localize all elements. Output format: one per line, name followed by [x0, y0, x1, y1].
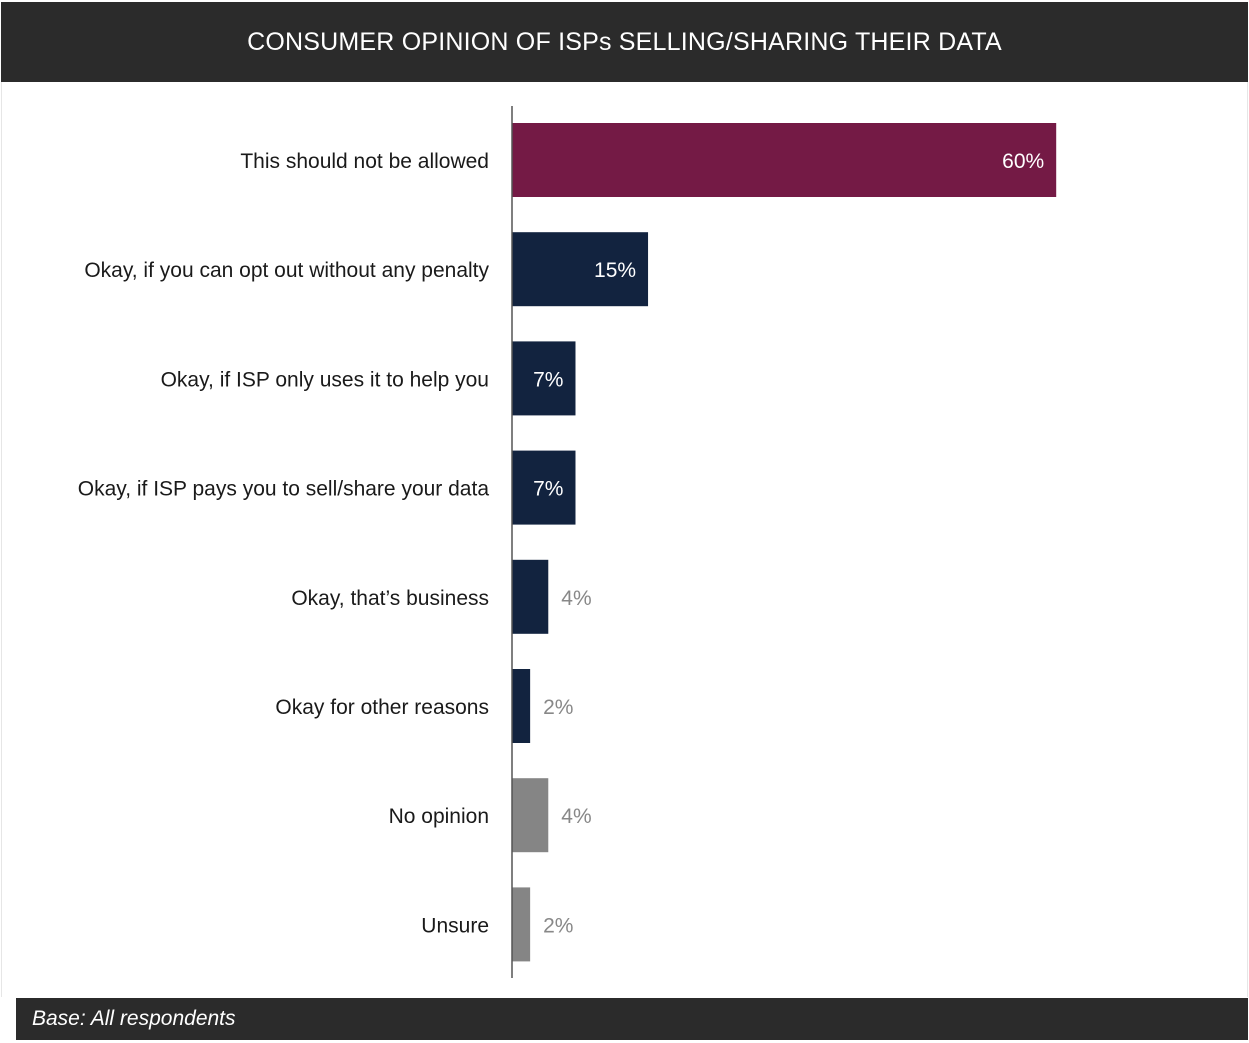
data-label: 60% — [1002, 150, 1044, 173]
category-label: Okay, that’s business — [291, 587, 489, 610]
bar — [512, 232, 649, 307]
bar — [512, 887, 531, 962]
base-note-banner: Base: All respondents — [16, 998, 1248, 1040]
bar — [512, 341, 576, 416]
category-label: Unsure — [421, 914, 489, 937]
data-label: 7% — [533, 478, 563, 501]
category-label: This should not be allowed — [240, 150, 489, 173]
bar-chart: This should not be allowed 60% Okay, if yo… — [78, 106, 1057, 978]
category-label: Okay for other reasons — [275, 696, 489, 719]
bar — [512, 123, 1057, 197]
chart-title-banner: CONSUMER OPINION OF ISPs SELLING/SHARING… — [1, 2, 1248, 82]
bar — [512, 778, 549, 853]
category-label: Okay, if ISP only uses it to help you — [161, 368, 489, 391]
category-label: No opinion — [389, 805, 489, 828]
base-note: Base: All respondents — [32, 1007, 236, 1030]
data-label: 2% — [543, 914, 573, 937]
data-label: 4% — [561, 805, 591, 828]
data-label: 15% — [594, 259, 636, 282]
chart-panel: This should not be allowed 60% Okay, if yo… — [1, 82, 1248, 997]
bar — [512, 669, 531, 743]
chart-title: CONSUMER OPINION OF ISPs SELLING/SHARING… — [247, 27, 1002, 56]
data-label: 4% — [561, 587, 591, 610]
category-label: Okay, if you can opt out without any pen… — [84, 259, 489, 282]
bar — [512, 559, 549, 634]
data-label: 2% — [543, 696, 573, 719]
data-label: 7% — [533, 368, 563, 391]
category-label: Okay, if ISP pays you to sell/share your… — [78, 478, 490, 501]
bar — [512, 450, 576, 525]
